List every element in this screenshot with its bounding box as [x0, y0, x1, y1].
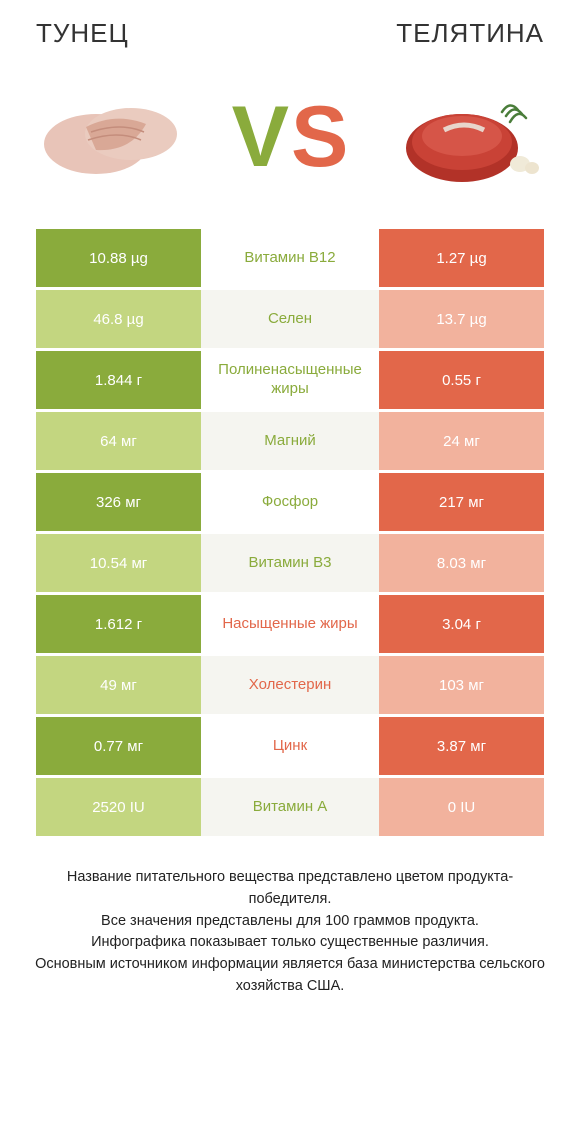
table-row: 10.88 µgВитамин B121.27 µg [36, 229, 544, 287]
table-row: 1.844 гПолиненасыщенные жиры0.55 г [36, 351, 544, 409]
right-value: 8.03 мг [379, 534, 544, 592]
right-food-image [384, 77, 544, 197]
right-title: ТЕЛЯТИНА [396, 18, 544, 49]
table-row: 49 мгХолестерин103 мг [36, 656, 544, 714]
right-value: 103 мг [379, 656, 544, 714]
footer-note: Название питательного вещества представл… [0, 839, 580, 998]
footer-line: Все значения представлены для 100 граммо… [28, 911, 552, 933]
nutrient-label: Фосфор [201, 473, 379, 531]
nutrient-label: Цинк [201, 717, 379, 775]
right-value: 3.04 г [379, 595, 544, 653]
vs-v: V [232, 94, 289, 180]
right-value: 0 IU [379, 778, 544, 836]
left-value: 0.77 мг [36, 717, 201, 775]
table-row: 64 мгМагний24 мг [36, 412, 544, 470]
left-value: 49 мг [36, 656, 201, 714]
footer-line: Инфографика показывает только существенн… [28, 932, 552, 954]
right-value: 0.55 г [379, 351, 544, 409]
table-row: 46.8 µgСелен13.7 µg [36, 290, 544, 348]
nutrient-label: Полиненасыщенные жиры [201, 351, 379, 409]
left-value: 1.844 г [36, 351, 201, 409]
vs-label: V S [232, 94, 349, 180]
left-value: 326 мг [36, 473, 201, 531]
left-value: 46.8 µg [36, 290, 201, 348]
nutrient-label: Витамин A [201, 778, 379, 836]
header: ТУНЕЦ ТЕЛЯТИНА [0, 0, 580, 49]
nutrient-label: Селен [201, 290, 379, 348]
left-title: ТУНЕЦ [36, 18, 129, 49]
hero: V S [0, 49, 580, 229]
table-row: 10.54 мгВитамин B38.03 мг [36, 534, 544, 592]
right-value: 1.27 µg [379, 229, 544, 287]
left-value: 10.88 µg [36, 229, 201, 287]
footer-line: Название питательного вещества представл… [28, 867, 552, 911]
right-value: 24 мг [379, 412, 544, 470]
table-row: 0.77 мгЦинк3.87 мг [36, 717, 544, 775]
nutrient-label: Холестерин [201, 656, 379, 714]
left-value: 1.612 г [36, 595, 201, 653]
right-value: 13.7 µg [379, 290, 544, 348]
left-value: 10.54 мг [36, 534, 201, 592]
nutrient-label: Витамин B12 [201, 229, 379, 287]
left-food-image [36, 77, 196, 197]
right-value: 3.87 мг [379, 717, 544, 775]
table-row: 2520 IUВитамин A0 IU [36, 778, 544, 836]
right-value: 217 мг [379, 473, 544, 531]
table-row: 1.612 гНасыщенные жиры3.04 г [36, 595, 544, 653]
nutrient-label: Магний [201, 412, 379, 470]
nutrient-label: Витамин B3 [201, 534, 379, 592]
footer-line: Основным источником информации является … [28, 954, 552, 998]
nutrient-label: Насыщенные жиры [201, 595, 379, 653]
left-value: 64 мг [36, 412, 201, 470]
left-value: 2520 IU [36, 778, 201, 836]
vs-s: S [291, 94, 348, 180]
comparison-table: 10.88 µgВитамин B121.27 µg46.8 µgСелен13… [0, 229, 580, 836]
table-row: 326 мгФосфор217 мг [36, 473, 544, 531]
